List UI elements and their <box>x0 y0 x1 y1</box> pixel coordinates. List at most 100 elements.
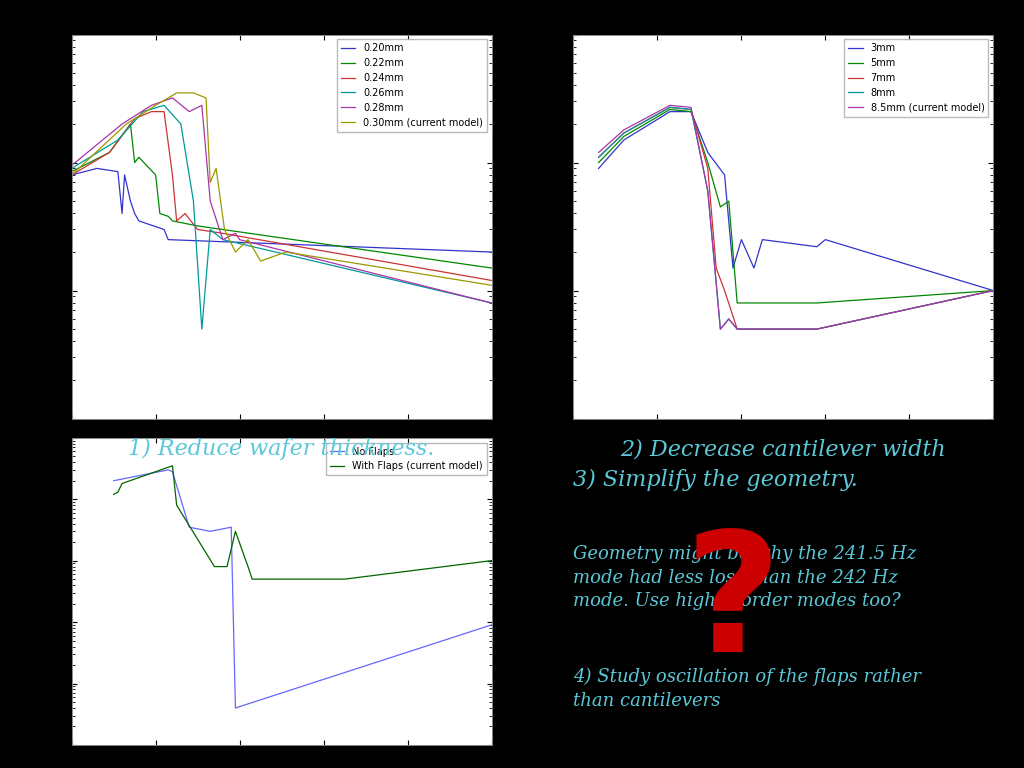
0.30mm (current model) <box>150 101 162 110</box>
0.20mm <box>112 167 124 176</box>
0.30mm (current model) <box>254 257 266 266</box>
8.5mm (current model) <box>664 101 676 110</box>
Line: 0.28mm: 0.28mm <box>72 98 492 303</box>
X-axis label: Frequency (Hz): Frequency (Hz) <box>736 439 830 452</box>
No Flaps <box>183 522 196 531</box>
With Flaps (current model) <box>108 490 120 499</box>
8.5mm (current model) <box>701 187 714 196</box>
3mm <box>735 235 748 244</box>
3mm <box>617 135 630 144</box>
Text: ?: ? <box>685 524 781 687</box>
3mm <box>756 235 768 244</box>
Text: Geometry might be why the 241.5 Hz
mode had less loss than the 242 Hz
mode. Use : Geometry might be why the 241.5 Hz mode … <box>573 545 916 611</box>
0.26mm <box>175 119 187 128</box>
0.28mm <box>217 235 229 244</box>
7mm <box>701 164 714 173</box>
8mm <box>723 314 735 323</box>
0.26mm <box>217 235 229 244</box>
0.28mm <box>196 101 208 110</box>
0.24mm <box>179 209 191 218</box>
0.28mm <box>229 229 242 238</box>
0.26mm <box>66 164 78 173</box>
0.20mm <box>129 209 141 218</box>
0.22mm <box>129 158 141 167</box>
No Flaps <box>225 522 238 531</box>
7mm <box>719 286 731 295</box>
0.22mm <box>485 263 498 273</box>
No Flaps <box>485 621 498 630</box>
7mm <box>617 128 630 137</box>
0.20mm <box>91 164 103 173</box>
5mm <box>731 298 743 307</box>
8.5mm (current model) <box>593 147 605 157</box>
No Flaps <box>204 527 216 536</box>
Line: 3mm: 3mm <box>599 111 993 290</box>
3mm <box>727 263 739 273</box>
0.28mm <box>183 107 196 116</box>
8mm <box>743 325 756 334</box>
0.20mm <box>119 170 131 180</box>
7mm <box>731 325 743 334</box>
8.5mm (current model) <box>987 286 999 295</box>
8.5mm (current model) <box>723 314 735 323</box>
0.24mm <box>129 114 141 124</box>
0.28mm <box>485 298 498 307</box>
0.30mm (current model) <box>170 88 182 98</box>
8mm <box>715 325 727 334</box>
With Flaps (current model) <box>485 556 498 565</box>
3mm <box>987 286 999 295</box>
0.20mm <box>162 235 174 244</box>
Legend: 3mm, 5mm, 7mm, 8mm, 8.5mm (current model): 3mm, 5mm, 7mm, 8mm, 8.5mm (current model… <box>845 39 988 117</box>
8mm <box>987 286 999 295</box>
5mm <box>987 286 999 295</box>
0.30mm (current model) <box>66 170 78 180</box>
With Flaps (current model) <box>242 562 254 571</box>
Line: 8.5mm (current model): 8.5mm (current model) <box>599 105 993 329</box>
0.20mm <box>66 170 78 180</box>
0.30mm (current model) <box>120 119 132 128</box>
8.5mm (current model) <box>685 103 697 112</box>
Line: 0.22mm: 0.22mm <box>72 124 492 268</box>
0.26mm <box>137 107 150 116</box>
3mm <box>701 147 714 157</box>
0.20mm <box>158 225 170 234</box>
5mm <box>701 158 714 167</box>
8.5mm (current model) <box>811 325 823 334</box>
7mm <box>743 325 756 334</box>
8mm <box>664 103 676 112</box>
0.22mm <box>103 147 116 157</box>
5mm <box>715 202 727 211</box>
Legend: No Flaps, With Flaps (current model): No Flaps, With Flaps (current model) <box>326 442 486 475</box>
0.30mm (current model) <box>218 225 230 234</box>
0.30mm (current model) <box>229 247 242 257</box>
Line: With Flaps (current model): With Flaps (current model) <box>114 465 492 579</box>
0.20mm <box>116 209 128 218</box>
0.30mm (current model) <box>200 93 212 102</box>
8mm <box>701 187 714 196</box>
0.26mm <box>158 101 170 110</box>
8mm <box>731 325 743 334</box>
5mm <box>617 132 630 141</box>
8.5mm (current model) <box>743 325 756 334</box>
Text: 4) Study oscillation of the flaps rather
than cantilevers: 4) Study oscillation of the flaps rather… <box>573 668 922 710</box>
No Flaps <box>162 465 174 475</box>
3mm <box>819 235 831 244</box>
Line: 5mm: 5mm <box>599 110 993 303</box>
0.30mm (current model) <box>280 247 292 257</box>
7mm <box>811 325 823 334</box>
0.20mm <box>485 247 498 257</box>
7mm <box>593 153 605 162</box>
Line: 7mm: 7mm <box>599 108 993 329</box>
0.22mm <box>191 221 204 230</box>
8mm <box>593 153 605 162</box>
With Flaps (current model) <box>246 574 258 584</box>
0.24mm <box>103 147 116 157</box>
0.30mm (current model) <box>242 235 254 244</box>
0.30mm (current model) <box>210 164 222 173</box>
0.28mm <box>116 119 128 128</box>
8.5mm (current model) <box>715 325 727 334</box>
0.20mm <box>133 217 145 226</box>
7mm <box>685 105 697 114</box>
0.26mm <box>187 197 200 206</box>
0.26mm <box>485 298 498 307</box>
